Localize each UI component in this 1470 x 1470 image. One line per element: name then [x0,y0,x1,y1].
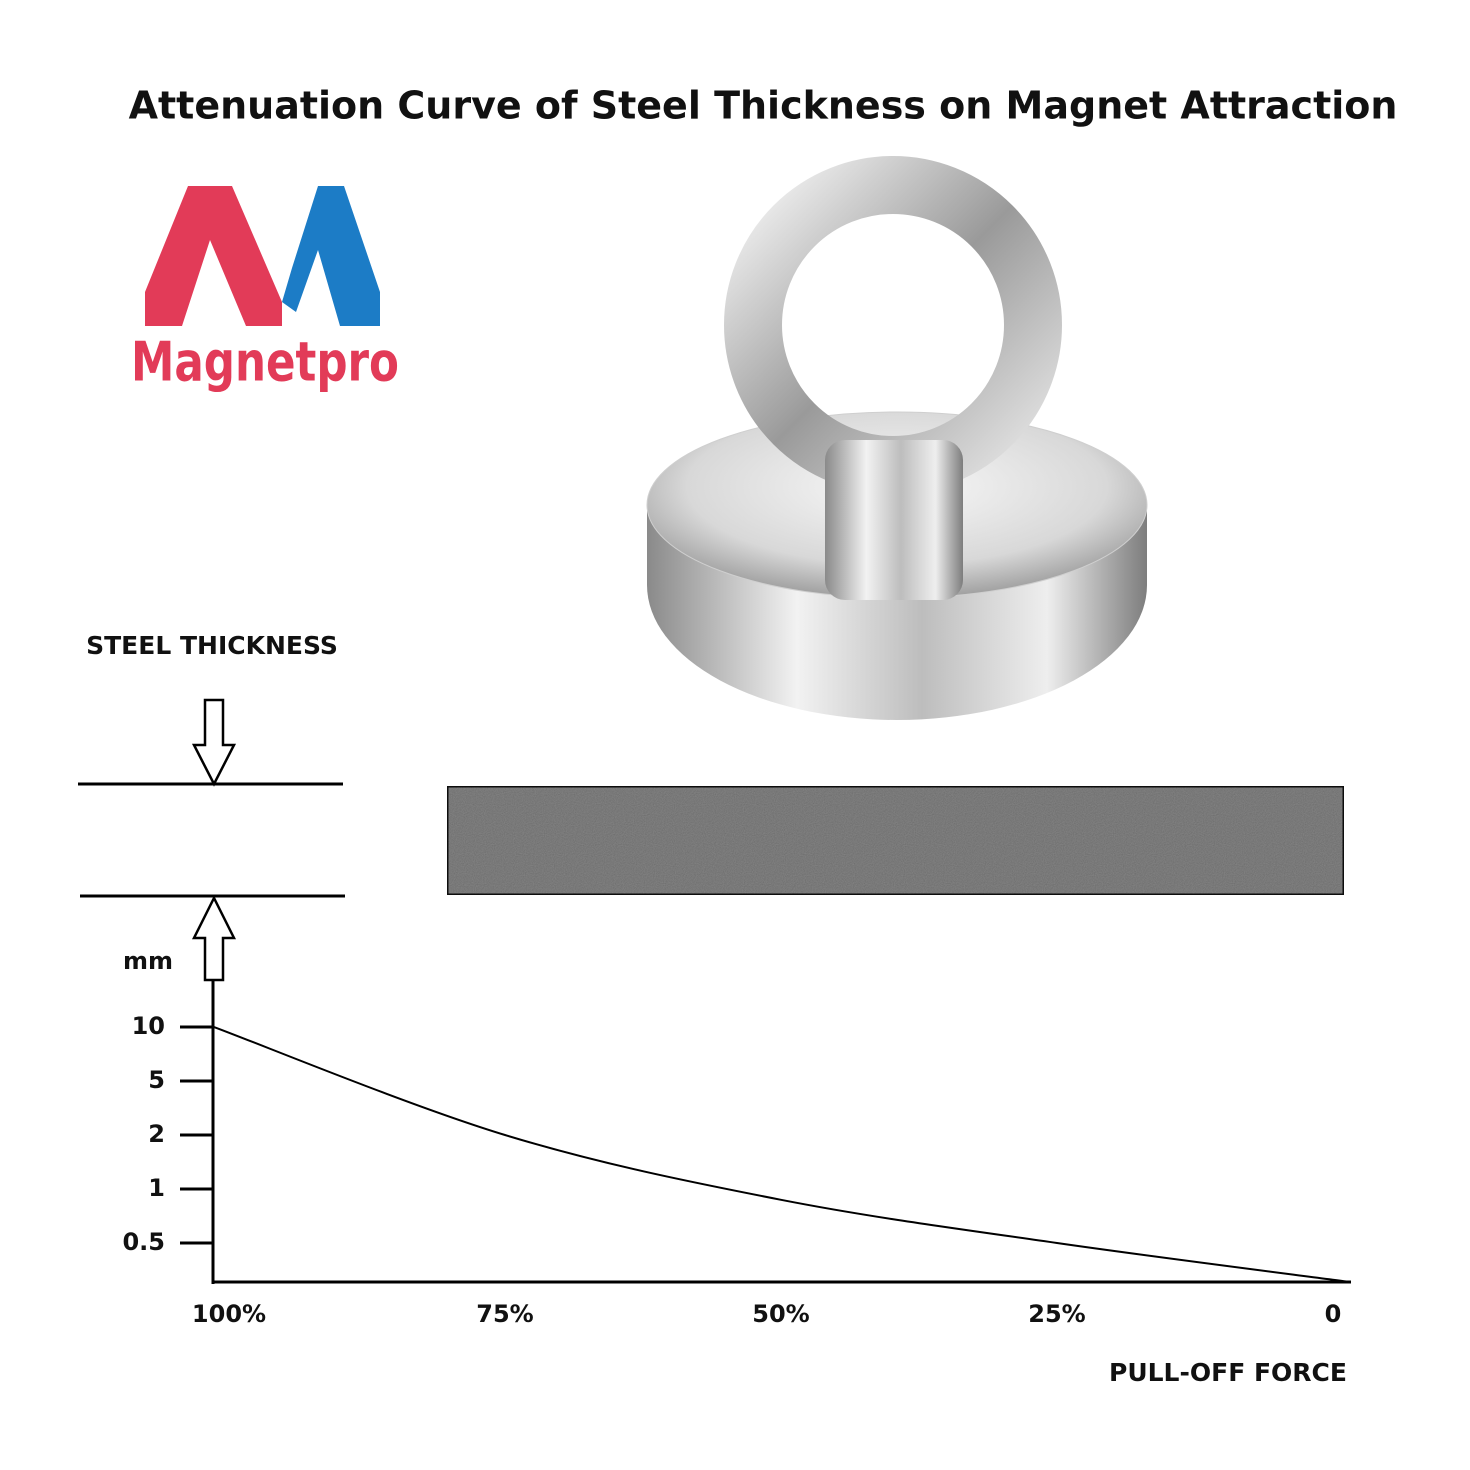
curve [213,1026,1351,1283]
y-axis-label: mm [123,947,173,975]
x-axis-label: PULL-OFF FORCE [1109,1358,1347,1387]
x-tick-label: 75% [476,1300,533,1328]
logo: Magnetpro [131,186,399,394]
y-tick-label: 2 [148,1120,165,1148]
x-tick-label: 50% [752,1300,809,1328]
x-tick-label: 100% [192,1300,266,1328]
annotation: STEEL THICKNESS [86,631,338,660]
chart: mm PULL-OFF FORCE 0.5 1 2 5 10 100% 75% 50% 25% 0 [122,947,1351,1387]
y-tick-label: 1 [148,1174,165,1202]
y-tick-label: 0.5 [122,1228,165,1256]
logo-blue [282,186,380,326]
magnet-illustration [646,156,1148,720]
steel-plate [445,784,1346,897]
arrow-down [191,698,237,787]
arrow-up [191,895,237,982]
brand: Magnetpro [131,331,399,394]
eye-shank [825,440,963,600]
title: Attenuation Curve of Steel Thickness on … [129,84,1398,128]
y-tick-label: 5 [148,1066,165,1094]
y-tick-label: 10 [132,1012,165,1040]
x-tick-label: 0 [1325,1300,1342,1328]
x-tick-label: 25% [1028,1300,1085,1328]
logo-red [145,186,282,326]
